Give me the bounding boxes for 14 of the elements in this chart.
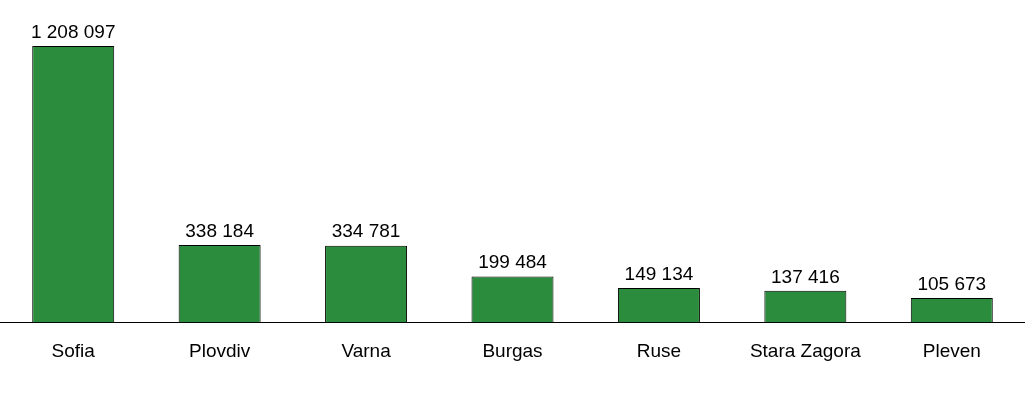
x-tick-label: Stara Zagora <box>749 339 862 361</box>
x-tick-label: Plovdiv <box>189 339 251 361</box>
data-label: 199 484 <box>478 251 548 273</box>
data-label: 137 416 <box>771 265 840 287</box>
data-label: 1 208 097 <box>30 20 116 42</box>
data-label: 105 673 <box>917 272 987 294</box>
x-tick-label: Pleven <box>922 339 981 361</box>
data-label: 149 134 <box>624 262 694 284</box>
x-tick-label: Sofia <box>51 339 96 361</box>
data-label: 334 781 <box>331 220 401 242</box>
x-tick-label: Ruse <box>636 339 682 361</box>
x-tick-label: Burgas <box>482 339 543 361</box>
data-label: 338 184 <box>185 219 255 241</box>
x-tick-label: Varna <box>341 339 392 361</box>
